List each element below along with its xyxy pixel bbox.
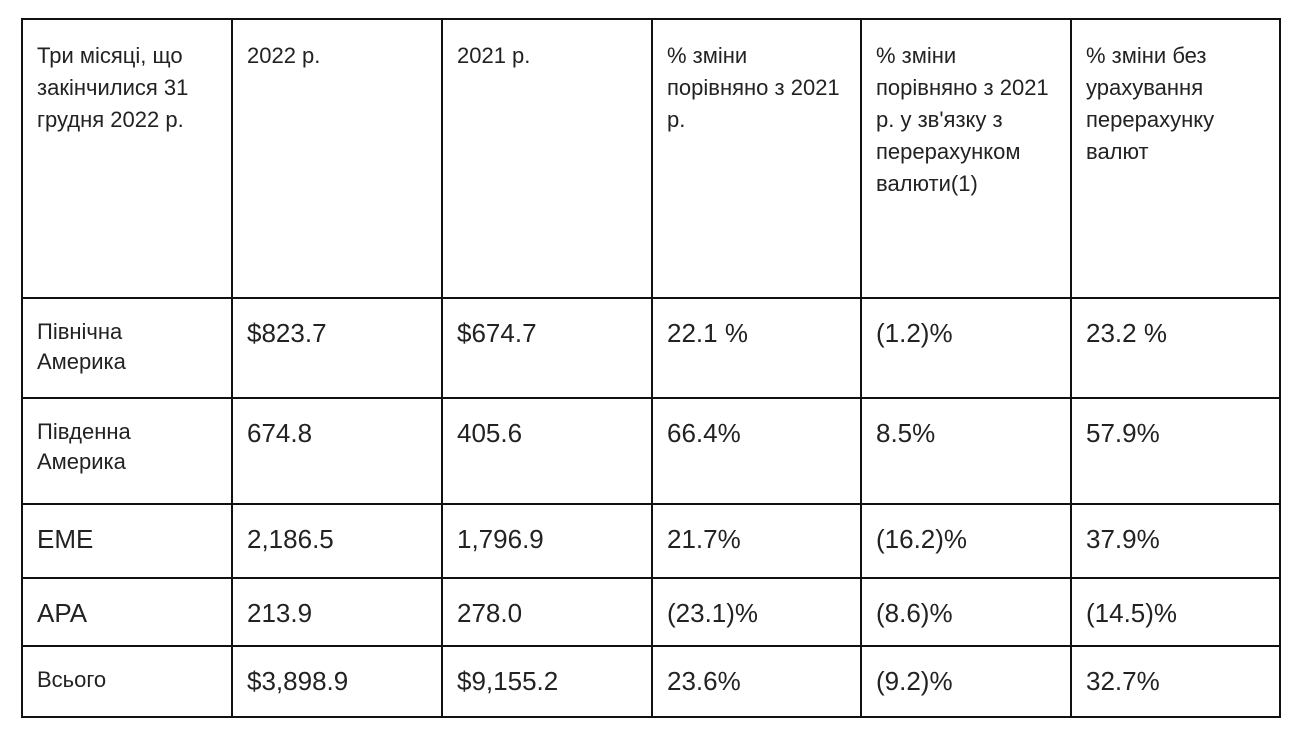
header-cell: Три місяці, що закінчилися 31 грудня 202… bbox=[21, 18, 233, 299]
header-cell: 2021 р. bbox=[441, 18, 653, 299]
table-cell: 23.6% bbox=[651, 645, 862, 718]
table-row: APA 213.9 278.0 (23.1)% (8.6)% (14.5)% bbox=[21, 577, 1281, 647]
header-cell: % зміни порівняно з 2021 р. bbox=[651, 18, 862, 299]
table-cell: 8.5% bbox=[860, 397, 1072, 505]
row-label: Всього bbox=[21, 645, 233, 718]
table-cell: 278.0 bbox=[441, 577, 653, 647]
row-label: Південна Америка bbox=[21, 397, 233, 505]
table-row: Північна Америка $823.7 $674.7 22.1 % (1.2)%… bbox=[21, 297, 1281, 399]
table-cell: 21.7% bbox=[651, 503, 862, 579]
table-cell: 1,796.9 bbox=[441, 503, 653, 579]
table-body: Три місяці, що закінчилися 31 грудня 202… bbox=[21, 18, 1281, 718]
table-cell: (9.2)% bbox=[860, 645, 1072, 718]
table-cell: 22.1 % bbox=[651, 297, 862, 399]
header-cell: % зміни порівняно з 2021 р. у зв'язку з … bbox=[860, 18, 1072, 299]
table-row: Південна Америка 674.8 405.6 66.4% 8.5% 57.9% bbox=[21, 397, 1281, 505]
table-cell: (23.1)% bbox=[651, 577, 862, 647]
table-cell: (1.2)% bbox=[860, 297, 1072, 399]
table-row: Всього $3,898.9 $9,155.2 23.6% (9.2)% 32.7% bbox=[21, 645, 1281, 718]
row-label: Північна Америка bbox=[21, 297, 233, 399]
table-row: EME 2,186.5 1,796.9 21.7% (16.2)% 37.9% bbox=[21, 503, 1281, 579]
table-cell: 674.8 bbox=[231, 397, 443, 505]
header-cell: % зміни без урахування перерахунку валют bbox=[1070, 18, 1281, 299]
row-label: APA bbox=[21, 577, 233, 647]
table-cell: (16.2)% bbox=[860, 503, 1072, 579]
header-row: Три місяці, що закінчилися 31 грудня 202… bbox=[21, 18, 1281, 299]
table-cell: 405.6 bbox=[441, 397, 653, 505]
table-cell: 213.9 bbox=[231, 577, 443, 647]
table-cell: 57.9% bbox=[1070, 397, 1281, 505]
table-cell: 37.9% bbox=[1070, 503, 1281, 579]
table-cell: 32.7% bbox=[1070, 645, 1281, 718]
table-cell: 2,186.5 bbox=[231, 503, 443, 579]
table-cell: $823.7 bbox=[231, 297, 443, 399]
table-cell: 66.4% bbox=[651, 397, 862, 505]
table-cell: (8.6)% bbox=[860, 577, 1072, 647]
table-cell: $3,898.9 bbox=[231, 645, 443, 718]
table-cell: 23.2 % bbox=[1070, 297, 1281, 399]
data-table: Три місяці, що закінчилися 31 грудня 202… bbox=[21, 18, 1281, 718]
table-cell: $674.7 bbox=[441, 297, 653, 399]
table-cell: $9,155.2 bbox=[441, 645, 653, 718]
table-cell: (14.5)% bbox=[1070, 577, 1281, 647]
header-cell: 2022 р. bbox=[231, 18, 443, 299]
row-label: EME bbox=[21, 503, 233, 579]
